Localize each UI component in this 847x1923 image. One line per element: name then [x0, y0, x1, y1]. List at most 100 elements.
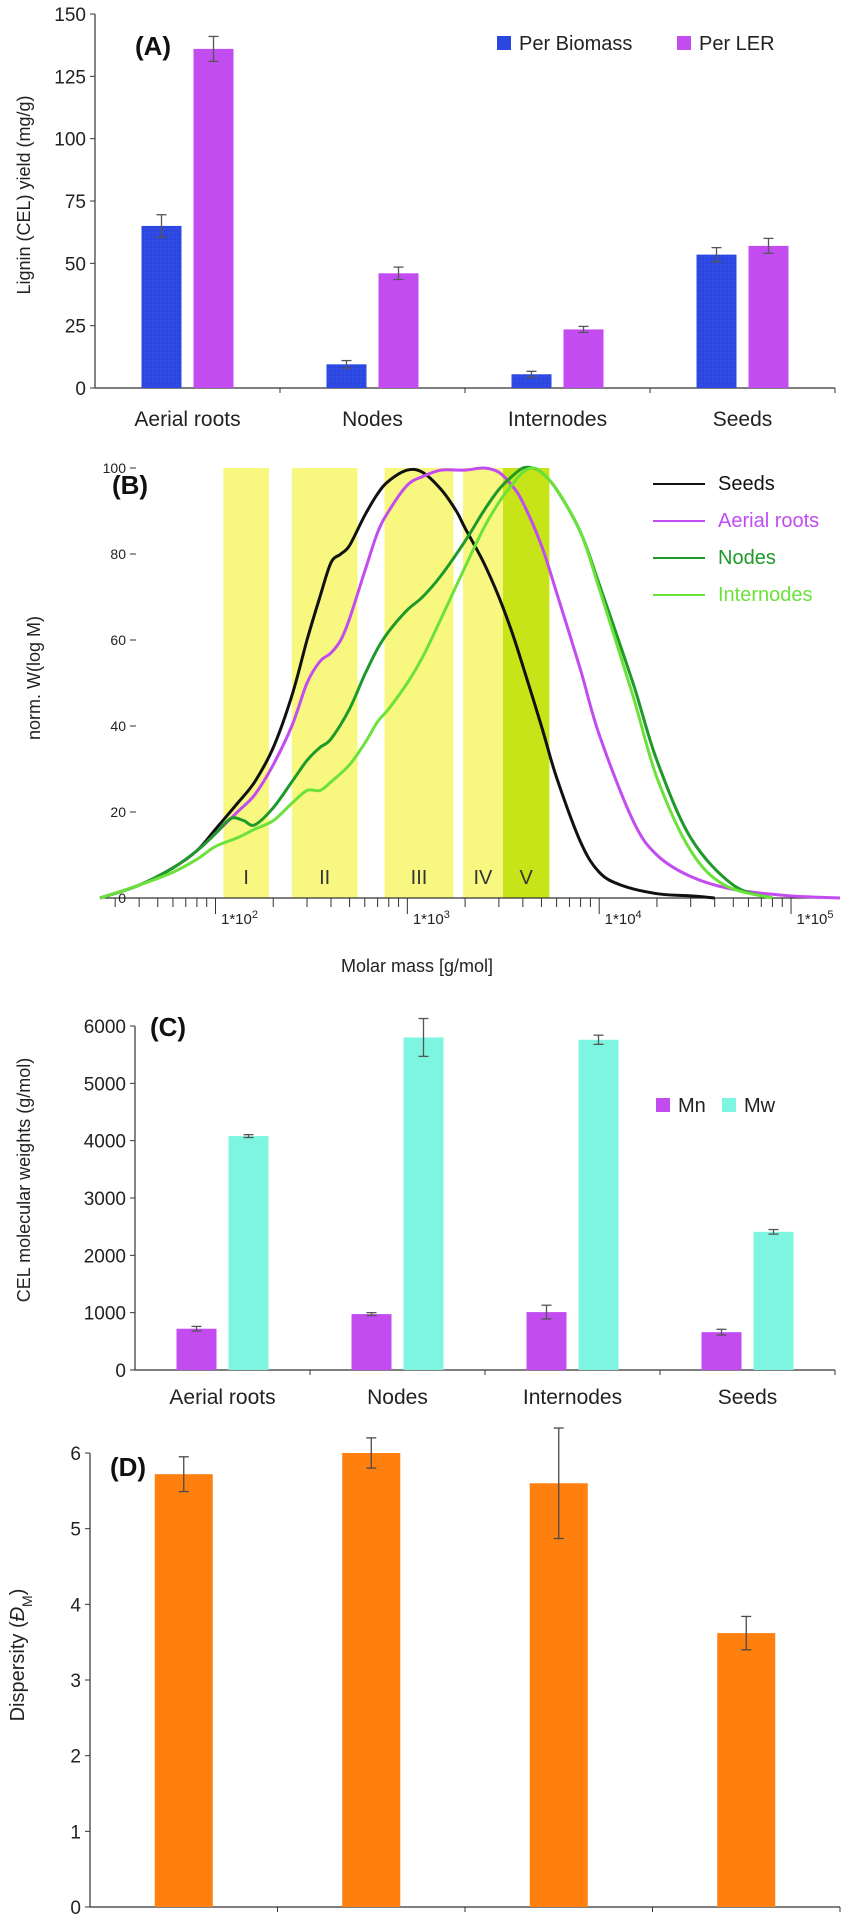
c-bar-aerial-roots-mw — [228, 1136, 269, 1370]
b-x-tick-exp: 4 — [636, 909, 642, 921]
legend-b-label-nodes: Nodes — [718, 547, 776, 569]
a-bar-nodes-per-ler — [378, 273, 419, 388]
a-y-tick-label: 50 — [65, 254, 86, 275]
band-label-iv: IV — [474, 867, 494, 889]
band-label-iii: III — [411, 867, 428, 889]
legend-b-label-internodes: Internodes — [718, 584, 813, 606]
d-bar-seeds — [717, 1633, 776, 1907]
a-bar-seeds-per-biomass — [696, 254, 737, 388]
d-y-tick-label: 5 — [70, 1520, 81, 1541]
line-series-aerial-roots — [99, 466, 841, 900]
a-y-tick-label: 75 — [65, 192, 86, 213]
d-bar-nodes — [342, 1453, 401, 1907]
panel-d-y-label-suffix: ) — [7, 1589, 29, 1596]
legend-b-label-aerial-roots: Aerial roots — [718, 510, 819, 532]
d-y-tick-label: 3 — [70, 1671, 81, 1692]
a-bar-aerial-roots-per-biomass — [141, 225, 182, 388]
d-bar-internodes — [529, 1483, 588, 1907]
b-x-tick-base: 1*10 — [221, 911, 252, 928]
d-y-tick-label: 1 — [70, 1822, 81, 1843]
legend-a-swatch-per-ler — [677, 36, 691, 50]
legend-b-label-seeds: Seeds — [718, 473, 775, 495]
a-category-label: Aerial roots — [134, 408, 240, 431]
legend-c-swatch-mw — [722, 1098, 736, 1112]
a-bar-seeds-per-ler — [748, 245, 789, 388]
c-category-label: Aerial roots — [169, 1386, 275, 1409]
d-y-tick-label: 2 — [70, 1747, 81, 1768]
band-region-v — [502, 468, 550, 898]
panel-a-chart: (A) Lignin (CEL) yield (mg/g) 0 25 50 75 100… — [14, 5, 836, 431]
c-bar-aerial-roots-mn — [176, 1328, 217, 1370]
legend-a-label-per-biomass: Per Biomass — [519, 33, 632, 55]
d-y-tick-label: 6 — [70, 1444, 81, 1465]
c-bar-seeds-mn — [701, 1332, 742, 1370]
b-y-tick-label: 80 — [110, 546, 126, 562]
c-bar-nodes-mw — [403, 1037, 444, 1370]
a-category-label: Nodes — [342, 408, 403, 431]
band-label-v: V — [519, 867, 533, 889]
b-y-tick-label: 20 — [110, 804, 126, 820]
d-y-tick-label: 0 — [70, 1898, 81, 1919]
c-y-tick-label: 6000 — [84, 1017, 126, 1038]
a-bar-aerial-roots-per-ler — [193, 48, 234, 388]
b-y-tick-label: 100 — [103, 460, 127, 476]
d-y-tick-label: 4 — [70, 1595, 81, 1616]
band-label-i: I — [243, 867, 249, 889]
panel-d-label: (D) — [110, 1452, 146, 1482]
panel-d-y-label-symbol: Đ — [7, 1607, 29, 1621]
panel-a-y-axis-label: Lignin (CEL) yield (mg/g) — [14, 95, 34, 294]
a-y-tick-label: 25 — [65, 317, 86, 338]
c-y-tick-label: 5000 — [84, 1074, 126, 1095]
panel-b-y-axis-label: norm. W(log M) — [24, 616, 44, 740]
panel-d-y-label-sub: M — [19, 1595, 35, 1607]
legend-a-swatch-per-biomass — [497, 36, 511, 50]
a-y-tick-label: 150 — [54, 5, 86, 26]
c-y-tick-label: 4000 — [84, 1132, 126, 1153]
line-series-internodes — [99, 466, 773, 900]
b-y-tick-label: 0 — [118, 890, 126, 906]
a-bar-internodes-per-biomass — [511, 374, 552, 388]
a-y-tick-label: 125 — [54, 67, 86, 88]
b-x-tick-base: 1*10 — [797, 911, 828, 928]
c-y-tick-label: 2000 — [84, 1246, 126, 1267]
c-y-tick-label: 1000 — [84, 1304, 126, 1325]
panel-d-y-axis-label: Dispersity (ĐM) — [7, 1589, 35, 1722]
a-category-label: Internodes — [508, 408, 607, 431]
panel-a-label: (A) — [135, 31, 171, 61]
a-y-tick-label: 100 — [54, 130, 86, 151]
a-bar-nodes-per-biomass — [326, 364, 367, 388]
b-y-tick-label: 60 — [110, 632, 126, 648]
c-bar-internodes-mn — [526, 1312, 567, 1370]
c-bar-nodes-mn — [351, 1314, 392, 1370]
panel-c-y-axis-label: CEL molecular weights (g/mol) — [14, 1058, 34, 1302]
panel-c-chart: (C) CEL molecular weights (g/mol) 0 1000 2… — [14, 1012, 836, 1409]
b-x-tick-label: 1*102 — [221, 909, 258, 928]
line-series-seeds — [99, 467, 715, 900]
b-x-tick-label: 1*105 — [797, 909, 834, 928]
c-y-tick-label: 3000 — [84, 1189, 126, 1210]
a-bar-internodes-per-ler — [563, 329, 604, 388]
c-category-label: Seeds — [718, 1386, 778, 1409]
c-category-label: Nodes — [367, 1386, 428, 1409]
a-y-tick-label: 0 — [75, 379, 86, 400]
legend-c-swatch-mn — [656, 1098, 670, 1112]
legend-c-label-mw: Mw — [744, 1095, 776, 1117]
b-x-tick-base: 1*10 — [605, 911, 636, 928]
legend-c-label-mn: Mn — [678, 1095, 706, 1117]
legend-a-label-per-ler: Per LER — [699, 33, 775, 55]
band-label-ii: II — [319, 867, 330, 889]
b-x-tick-base: 1*10 — [413, 911, 444, 928]
panel-b-label: (B) — [112, 470, 148, 500]
c-y-tick-label: 0 — [115, 1361, 126, 1382]
band-region-iii — [384, 468, 454, 898]
band-region-ii — [291, 468, 358, 898]
b-y-tick-label: 40 — [110, 718, 126, 734]
d-bar-aerial-roots — [154, 1474, 213, 1907]
a-category-label: Seeds — [713, 408, 773, 431]
band-region-iv — [462, 468, 503, 898]
b-x-tick-exp: 2 — [252, 909, 258, 921]
b-x-tick-label: 1*103 — [413, 909, 450, 928]
b-x-tick-exp: 3 — [444, 909, 450, 921]
